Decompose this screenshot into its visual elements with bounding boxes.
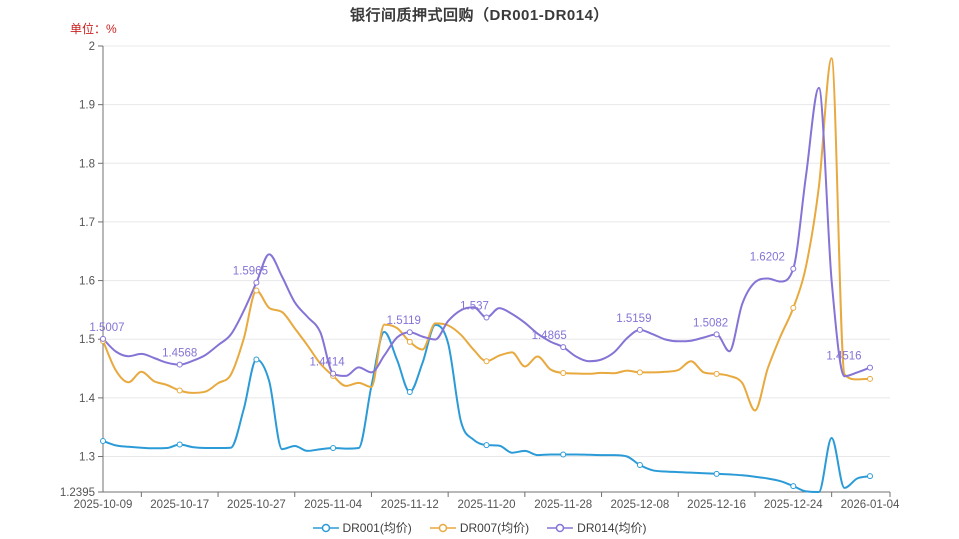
x-axis-label: 2025-11-28	[534, 499, 592, 511]
y-axis-label: 2	[89, 41, 95, 53]
y-axis-label: 1.6	[79, 276, 95, 288]
data-point-marker	[253, 279, 260, 286]
data-point-marker	[483, 442, 490, 449]
value-label: 1.5007	[89, 322, 124, 334]
y-axis-label: 1.7	[79, 217, 95, 229]
x-axis-label: 2025-11-20	[458, 499, 516, 511]
data-point-marker	[176, 441, 183, 448]
y-axis-label: 1.3	[79, 452, 95, 464]
data-point-marker	[483, 358, 490, 365]
value-label: 1.5119	[387, 315, 421, 327]
series-line-dr007	[102, 57, 871, 412]
data-point-marker	[100, 335, 106, 342]
x-axis-label: 2026-01-04	[841, 499, 900, 511]
data-point-marker	[790, 304, 797, 311]
value-label: 1.4516	[826, 351, 861, 363]
data-point-marker	[406, 389, 413, 396]
y-axis-label: 1.5	[79, 334, 95, 346]
y-axis-label: 1.9	[79, 100, 95, 112]
y-axis-label: 1.4	[79, 393, 96, 405]
x-axis-label: 2025-10-17	[150, 499, 209, 511]
data-point-marker	[867, 473, 873, 480]
data-point-marker	[406, 338, 413, 345]
y-axis-label: 1.8	[79, 158, 95, 170]
data-point-marker	[100, 437, 106, 444]
x-axis-label: 2025-10-27	[227, 499, 286, 511]
data-point-marker	[713, 370, 720, 377]
data-point-marker	[636, 462, 643, 469]
data-point-marker	[790, 265, 797, 272]
data-point-marker	[713, 470, 720, 477]
x-axis-label: 2025-12-24	[764, 499, 823, 511]
legend-item-dr014[interactable]: DR014(均价)	[547, 519, 647, 536]
data-point-marker	[560, 344, 567, 351]
data-point-marker	[867, 364, 873, 371]
legend-marker-icon	[429, 523, 456, 532]
legend-label: DR007(均价)	[459, 521, 530, 535]
legend-item-dr001[interactable]: DR001(均价)	[312, 519, 412, 536]
x-axis-label: 2025-11-12	[381, 499, 439, 511]
y-axis-min-label: 1.2395	[60, 487, 95, 499]
data-point-marker	[636, 369, 643, 376]
x-axis-label: 2025-11-04	[304, 499, 363, 511]
data-point-marker	[867, 375, 873, 382]
value-label: 1.5082	[693, 317, 728, 329]
legend-marker-icon	[547, 523, 574, 532]
legend-label: DR014(均价)	[577, 521, 647, 535]
value-label: 1.6202	[750, 252, 785, 264]
legend-marker-icon	[312, 523, 339, 532]
value-label: 1.5965	[233, 266, 268, 278]
series-line-dr014	[102, 86, 871, 378]
data-point-marker	[253, 356, 260, 363]
legend-label: DR001(均价)	[342, 521, 412, 535]
data-point-marker	[176, 361, 183, 368]
data-point-marker	[560, 369, 567, 376]
data-point-marker	[713, 331, 720, 338]
value-label: 1.4865	[532, 330, 567, 342]
data-point-marker	[176, 387, 183, 394]
data-point-marker	[253, 287, 260, 294]
x-axis-label: 2025-12-16	[687, 499, 746, 511]
legend: DR001(均价) DR007(均价) DR014(均价)	[312, 519, 647, 536]
x-axis-label: 2025-12-08	[610, 499, 669, 511]
series-line-dr001	[102, 323, 871, 493]
unit-label: 单位：%	[70, 22, 117, 36]
data-point-marker	[483, 314, 490, 321]
data-point-marker	[560, 451, 567, 458]
data-point-marker	[636, 326, 643, 333]
value-label: 1.4568	[162, 348, 197, 360]
value-label: 1.5159	[616, 313, 651, 325]
x-axis-label: 2025-10-09	[74, 499, 133, 511]
chart-title: 银行间质押式回购（DR001-DR014）	[350, 7, 609, 24]
data-point-marker	[330, 445, 337, 452]
data-point-marker	[330, 370, 337, 377]
value-label: 1.4414	[310, 357, 346, 369]
legend-item-dr007[interactable]: DR007(均价)	[429, 519, 530, 536]
data-point-marker	[406, 329, 413, 336]
value-label: 1.537	[460, 301, 489, 313]
data-point-marker	[790, 483, 797, 490]
